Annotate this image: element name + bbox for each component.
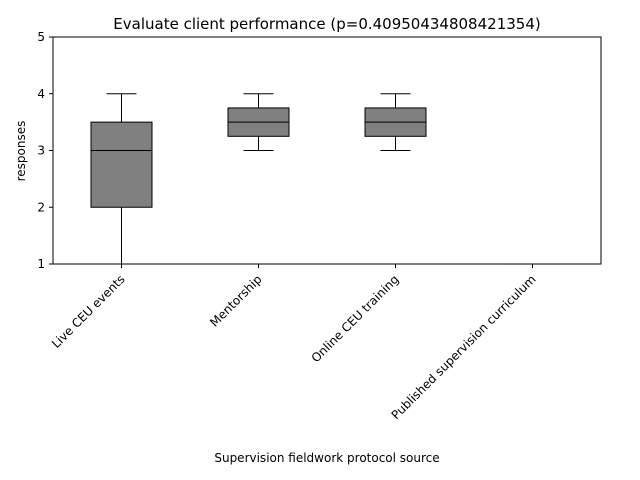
y-tick-label: 5 [37, 30, 45, 44]
box-group-1 [90, 93, 153, 265]
y-tick-label: 1 [37, 257, 45, 271]
x-axis-label: Supervision fieldwork protocol source [214, 451, 439, 465]
iqr-box [90, 121, 153, 208]
chart-title: Evaluate client performance (p=0.4095043… [113, 15, 540, 33]
x-tick-label: Live CEU events [49, 272, 128, 351]
y-tick-label: 2 [37, 200, 45, 214]
y-axis-label: responses [14, 121, 28, 182]
box-group-2 [227, 93, 290, 151]
x-tick-label: Mentorship [207, 272, 264, 329]
y-tick-label: 3 [37, 144, 45, 158]
box-group-3 [364, 93, 427, 151]
plot-area [52, 36, 602, 265]
y-axis-ticks: 1 2 3 4 5 [37, 30, 53, 271]
x-axis-ticks: Live CEU events Mentorship Online CEU trai… [49, 264, 539, 422]
x-tick-label: Published supervision curriculum [389, 272, 539, 422]
x-tick-label: Online CEU training [309, 272, 402, 365]
y-tick-label: 4 [37, 87, 45, 101]
